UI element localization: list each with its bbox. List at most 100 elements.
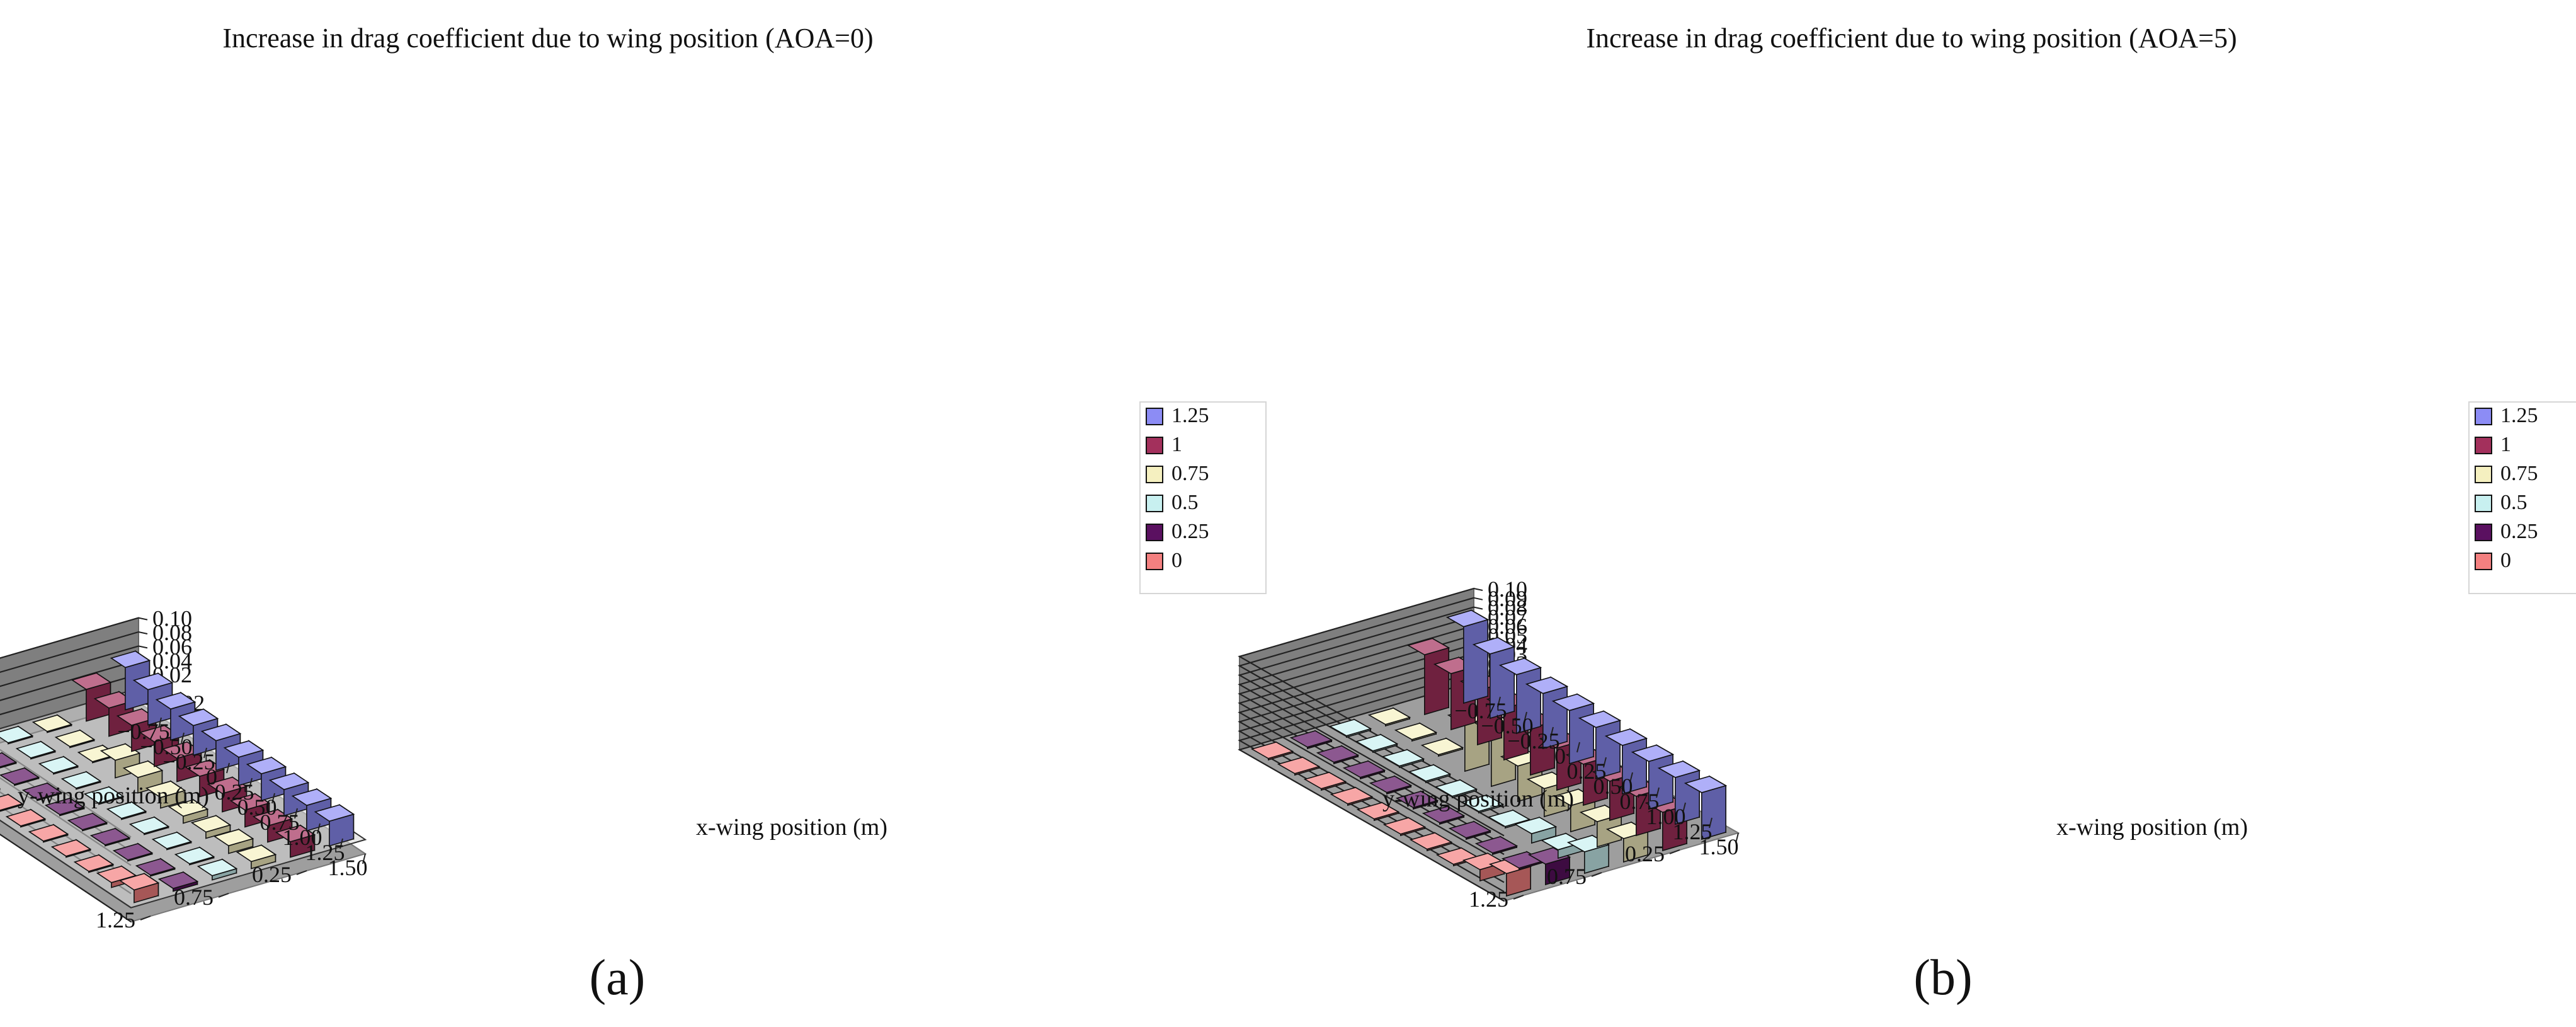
- x-tick-mark: [1656, 787, 1660, 798]
- bar: [1382, 817, 1427, 837]
- panel-label-a: (a): [590, 950, 646, 1006]
- bar: [1330, 786, 1374, 806]
- x-tick-label: 0.75: [260, 810, 300, 835]
- bar: [31, 714, 73, 733]
- legend-label: 0.5: [2500, 491, 2528, 514]
- bar-top-face: [157, 871, 199, 889]
- bar-top-face: [1525, 676, 1569, 694]
- bar: [213, 828, 254, 854]
- x-tick-label: 0: [206, 764, 217, 789]
- bar-top-face: [112, 843, 154, 861]
- bar-top-face: [1355, 733, 1399, 752]
- bar: [67, 812, 108, 832]
- bar-top-face: [223, 740, 265, 758]
- bar: [1394, 722, 1438, 742]
- bar-top-face: [21, 783, 63, 800]
- bar: [1369, 775, 1413, 795]
- x-tick-mark: [1524, 711, 1527, 723]
- x-tick-mark: [1576, 742, 1580, 753]
- bar: [1356, 801, 1400, 822]
- bar-top-face: [1540, 832, 1584, 851]
- x-tick-mark: [271, 793, 275, 804]
- bar-top-face: [116, 708, 157, 726]
- bar-top-face: [15, 741, 57, 759]
- bar-top-face: [0, 752, 18, 767]
- legend-swatch: [2475, 553, 2492, 570]
- x-tick-label: −0.25: [1507, 728, 1559, 754]
- bar-top-face: [110, 650, 151, 668]
- bar-top-face: [1409, 832, 1453, 850]
- bar-top-face: [100, 743, 141, 761]
- panel-label-b: (b): [1913, 950, 1972, 1006]
- x-axis-title: x-wing position (m): [2056, 814, 2248, 841]
- bar-top-face: [122, 760, 164, 778]
- y-axis-title: y-wing position (m): [1382, 786, 1574, 812]
- bar-top-face: [155, 692, 197, 710]
- x-tick-label: 0: [1554, 743, 1566, 769]
- bar: [5, 808, 47, 828]
- bar-top-face: [1330, 786, 1374, 805]
- chart-title: Increase in drag coefficient due to wing…: [1586, 23, 2237, 54]
- bar-top-face: [89, 828, 131, 846]
- bar: [1448, 820, 1492, 841]
- x-tick-mark: [1735, 832, 1739, 844]
- bar-top-face: [1408, 764, 1452, 782]
- bar-top-face: [1328, 718, 1372, 737]
- chart-title: Increase in drag coefficient due to wing…: [222, 23, 873, 54]
- bar-top-face: [38, 756, 79, 774]
- bar-top-face: [1395, 790, 1439, 808]
- bar: [0, 793, 24, 812]
- bar-top-face: [1342, 760, 1386, 778]
- bar-top-face: [314, 804, 355, 822]
- bar-top-face: [1513, 817, 1558, 835]
- z-tick-mark: [1473, 606, 1483, 610]
- bar: [1422, 805, 1466, 825]
- bar-top-face: [0, 767, 40, 785]
- bar: [236, 844, 277, 869]
- bar: [100, 743, 141, 779]
- bar-top-face: [246, 757, 287, 774]
- bar-top-face: [1445, 609, 1490, 628]
- bar: [145, 780, 186, 809]
- legend-label: 1.25: [2500, 404, 2538, 427]
- bar-top-face: [268, 772, 310, 791]
- z-tick-label: 0.08: [1488, 595, 1527, 621]
- x-tick-mark: [1629, 772, 1633, 783]
- bar-top-face: [1448, 820, 1492, 839]
- x-tick-mark: [339, 838, 343, 849]
- bar-top-face: [60, 771, 102, 789]
- x-tick-label: −0.75: [117, 719, 169, 744]
- chart-panel-a: Increase in drag coefficient due to wing…: [0, 23, 1267, 932]
- bar-top-face: [106, 801, 147, 819]
- y-axis-title: y-wing position (m): [18, 783, 209, 809]
- bar: [15, 740, 57, 760]
- z-tick-mark: [138, 617, 148, 621]
- bar: [89, 827, 131, 847]
- bar-top-face: [28, 824, 69, 842]
- bar: [0, 767, 40, 786]
- y-tick-mark: [1591, 872, 1602, 877]
- legend-label: 0.75: [2500, 462, 2538, 485]
- y-tick-label: 0.25: [252, 862, 292, 887]
- legend-label: 1.25: [1171, 404, 1209, 427]
- bar-top-face: [1498, 657, 1542, 675]
- bar-top-face: [1277, 756, 1321, 774]
- bar: [1328, 718, 1372, 738]
- z-tick-mark: [138, 645, 148, 649]
- bar-top-face: [1461, 794, 1505, 812]
- x-tick-label: −0.50: [1481, 713, 1533, 738]
- bar-top-face: [145, 780, 186, 798]
- bar: [44, 797, 86, 817]
- x-tick-mark: [226, 762, 230, 774]
- bar: [1250, 741, 1294, 761]
- bar-top-face: [1250, 741, 1294, 759]
- bar-top-face: [93, 691, 135, 709]
- bar-top-face: [275, 825, 316, 842]
- chart-panel-b: Increase in drag coefficient due to wing…: [1238, 23, 2576, 912]
- bar: [314, 803, 355, 847]
- y-tick-label: 0.25: [1625, 841, 1665, 866]
- bar-top-face: [1356, 801, 1400, 820]
- legend-swatch: [2475, 495, 2492, 512]
- gridline: [1238, 662, 1505, 883]
